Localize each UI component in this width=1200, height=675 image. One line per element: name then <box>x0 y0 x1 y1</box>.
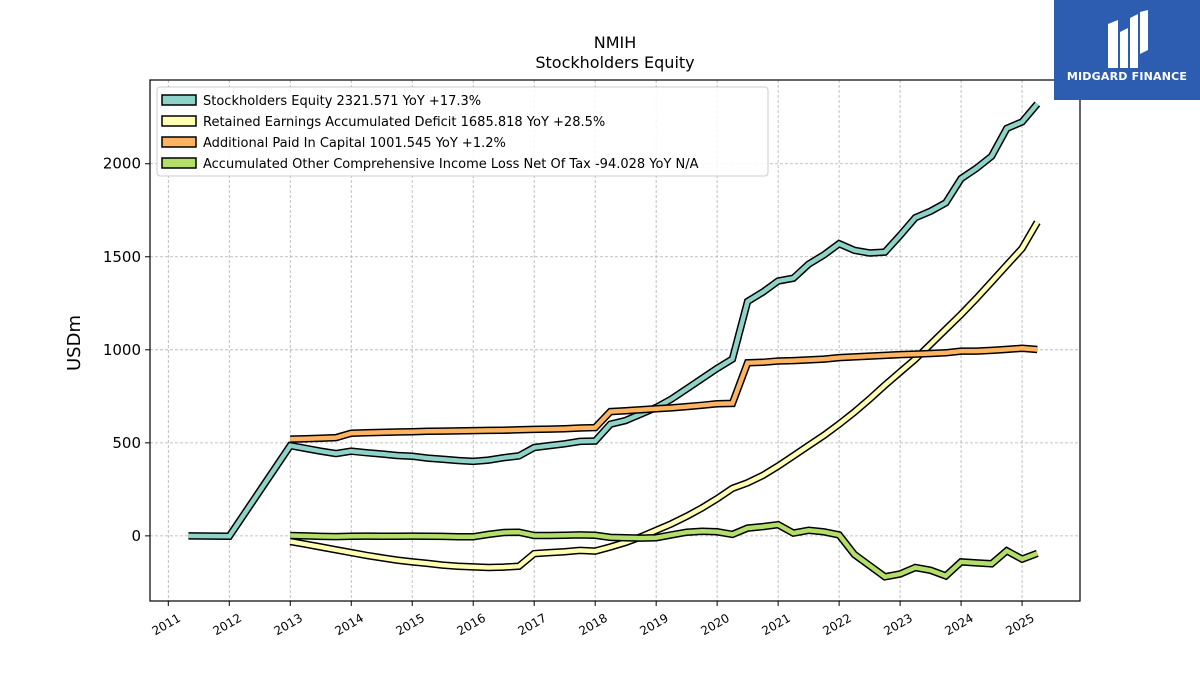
x-tick-label: 2021 <box>759 611 792 638</box>
plot-frame <box>149 79 1081 602</box>
series-line <box>290 522 1039 580</box>
legend-swatch <box>161 157 197 169</box>
x-tick-label: 2025 <box>1003 611 1036 638</box>
y-tick-label: 0 <box>131 527 141 545</box>
x-tick-label: 2014 <box>333 611 366 638</box>
x-tick-label: 2016 <box>454 611 487 638</box>
x-axis-ticks: 2011 2012 2013 2014 2015 2016 2017 2018 2019 2020… <box>150 601 1037 638</box>
x-tick-label: 2023 <box>881 611 914 638</box>
chart-subtitle: Stockholders Equity <box>535 53 694 72</box>
x-tick-label: 2017 <box>515 611 548 638</box>
x-tick-label: 2018 <box>576 611 609 638</box>
x-tick-label: 2013 <box>272 611 305 638</box>
legend-swatch <box>161 136 197 148</box>
y-tick-label: 2000 <box>103 155 141 173</box>
legend-label: Retained Earnings Accumulated Deficit 16… <box>203 115 605 130</box>
series-3 <box>290 344 1038 443</box>
company-logo: MIDGARD FINANCE <box>1054 0 1200 100</box>
series-2 <box>289 220 1041 572</box>
y-tick-label: 500 <box>112 434 141 452</box>
logo-text: MIDGARD FINANCE <box>1066 70 1188 83</box>
logo-mark-icon <box>1108 10 1148 68</box>
y-axis-ticks: 0 500 1000 1500 2000 <box>103 155 150 545</box>
legend-box <box>156 86 769 177</box>
x-tick-label: 2022 <box>820 611 853 638</box>
series-4 <box>290 520 1039 581</box>
y-axis-label: USDm <box>64 315 85 371</box>
x-tick-label: 2019 <box>637 611 670 638</box>
legend-item: Additional Paid In Capital 1001.545 YoY … <box>161 136 506 151</box>
legend-item: Accumulated Other Comprehensive Income L… <box>161 157 699 172</box>
legend-label: Additional Paid In Capital 1001.545 YoY … <box>203 136 506 151</box>
y-tick-label: 1500 <box>103 248 141 266</box>
series-line <box>290 346 1038 442</box>
x-tick-label: 2011 <box>150 611 183 638</box>
x-tick-label: 2015 <box>394 611 427 638</box>
legend-item: Stockholders Equity 2321.571 YoY +17.3% <box>161 94 481 109</box>
y-tick-label: 1000 <box>103 341 141 359</box>
x-tick-label: 2012 <box>211 611 244 638</box>
legend-swatch <box>161 115 197 127</box>
legend: Stockholders Equity 2321.571 YoY +17.3% R… <box>156 86 769 177</box>
x-tick-label: 2024 <box>942 611 975 638</box>
legend-label: Accumulated Other Comprehensive Income L… <box>203 157 699 172</box>
legend-label: Stockholders Equity 2321.571 YoY +17.3% <box>203 94 481 109</box>
series-line-outline <box>290 344 1038 443</box>
legend-item: Retained Earnings Accumulated Deficit 16… <box>161 115 605 130</box>
series-lines <box>188 101 1041 581</box>
chart-title: NMIH <box>594 33 637 52</box>
series-line <box>289 221 1040 570</box>
series-line-outline <box>289 220 1041 572</box>
x-tick-label: 2020 <box>698 611 731 638</box>
legend-swatch <box>161 94 197 106</box>
